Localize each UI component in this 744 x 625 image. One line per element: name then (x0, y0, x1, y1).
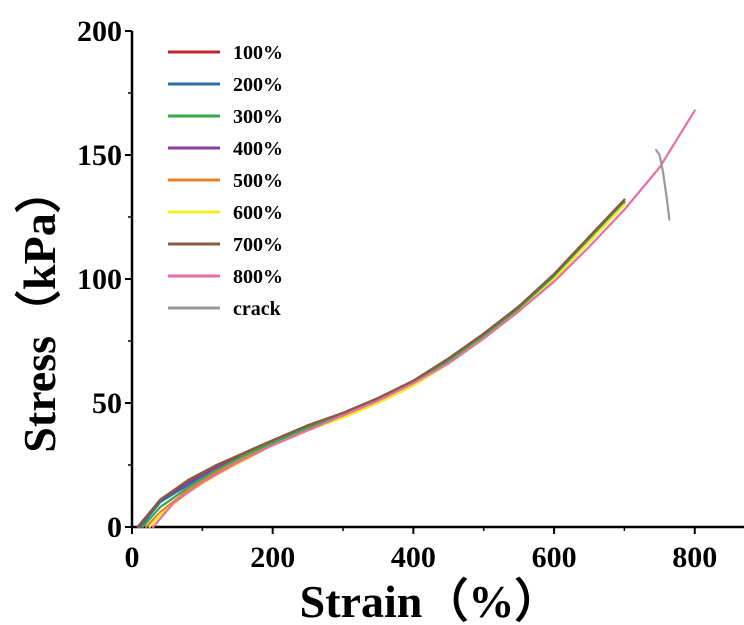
legend-label: crack (233, 298, 282, 320)
y-tick-label: 100 (77, 263, 122, 296)
ticks: 0 200 400 600 800 0 50 100 150 200 (77, 15, 717, 574)
legend-label: 500% (233, 170, 283, 192)
x-tick-label: 600 (532, 541, 577, 574)
x-tick-label: 0 (125, 541, 140, 574)
legend-label: 100% (233, 42, 283, 64)
x-tick-label: 800 (672, 541, 717, 574)
legend-label: 300% (233, 106, 283, 128)
y-axis-title: Stress（kPa） (14, 167, 65, 452)
series-lines (136, 109, 696, 529)
y-tick-label: 150 (77, 139, 122, 172)
legend-label: 700% (233, 234, 283, 256)
y-tick-label: 0 (107, 511, 122, 544)
axes (130, 31, 744, 529)
series-line-500pct (145, 203, 626, 529)
legend: 100% 200% 300% 400% 500% 600% 700% 800% crack (168, 42, 283, 320)
series-line-300pct (141, 201, 626, 529)
legend-label: 800% (233, 266, 283, 288)
series-line-crack (654, 148, 671, 221)
series-line-800pct (152, 109, 696, 529)
y-tick-label: 50 (92, 387, 122, 420)
legend-label: 200% (233, 74, 283, 96)
x-axis-title: Strain（%） (300, 576, 561, 625)
x-tick-label: 400 (391, 541, 436, 574)
x-tick-label: 200 (250, 541, 295, 574)
y-tick-label: 200 (77, 15, 122, 48)
series-line-600pct (148, 203, 626, 529)
legend-label: 600% (233, 202, 283, 224)
legend-label: 400% (233, 138, 283, 160)
series-line-700pct (137, 198, 626, 529)
